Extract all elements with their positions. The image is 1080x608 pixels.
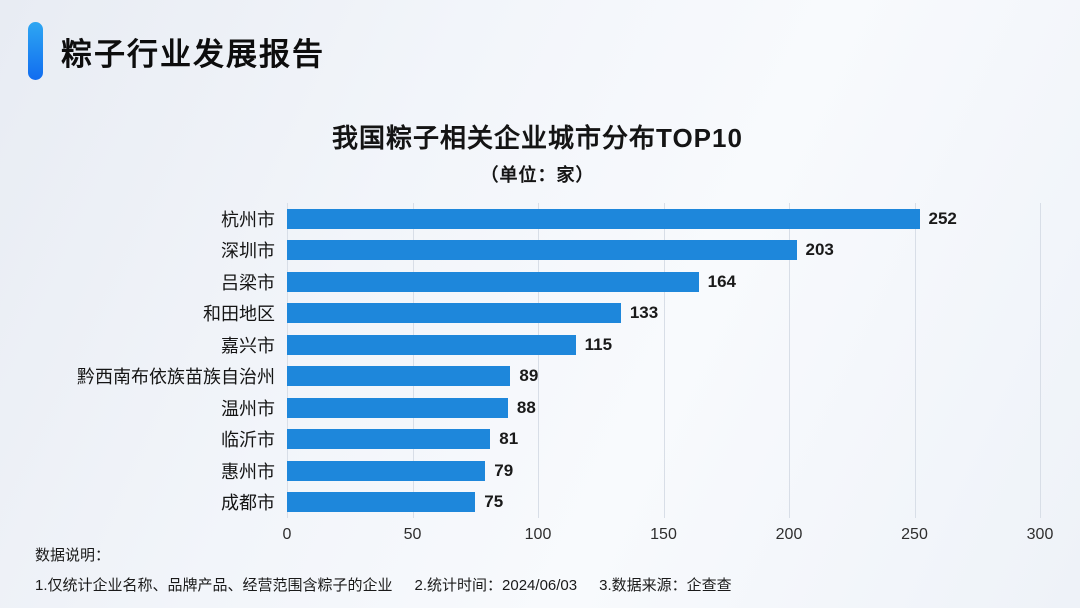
bar-row: 成都市 75 xyxy=(35,487,1040,519)
chart-title: 我国粽子相关企业城市分布TOP10 xyxy=(332,123,743,153)
bar xyxy=(287,397,508,418)
bar xyxy=(287,303,621,324)
footnote-note-1: 1.仅统计企业名称、品牌产品、经营范围含粽子的企业 xyxy=(35,577,393,594)
x-tick-label: 0 xyxy=(282,526,292,543)
category-label: 成都市 xyxy=(221,493,275,514)
bar-row: 和田地区 133 xyxy=(35,298,1040,330)
chart-rows: 杭州市 252 深圳市 203 吕梁市 164 和田地区 133 嘉兴市 115 黔西南布依族苗族自… xyxy=(35,203,1040,518)
x-tick-label: 150 xyxy=(650,526,677,543)
bar-track: 88 xyxy=(287,392,1040,424)
bar xyxy=(287,208,920,229)
x-tick-label: 100 xyxy=(524,526,552,543)
bar-track: 75 xyxy=(287,487,1040,519)
chart-plot-area: 杭州市 252 深圳市 203 吕梁市 164 和田地区 133 嘉兴市 115 黔西南布依族苗族自… xyxy=(35,203,1054,550)
value-label: 252 xyxy=(928,208,957,228)
value-label: 133 xyxy=(629,303,659,323)
footnote-label: 数据说明： xyxy=(35,547,111,564)
bar-row: 黔西南布依族苗族自治州 89 xyxy=(35,361,1040,393)
value-label: 79 xyxy=(494,460,514,480)
bar-row: 深圳市 203 xyxy=(35,235,1040,267)
category-label: 和田地区 xyxy=(203,304,275,325)
value-label: 88 xyxy=(516,397,536,417)
bar-row: 杭州市 252 xyxy=(35,203,1040,235)
x-tick-label: 250 xyxy=(901,526,928,543)
footnote-note-3: 3.数据来源：企查查 xyxy=(599,577,732,594)
bar-track: 81 xyxy=(287,424,1040,456)
gridline xyxy=(1040,203,1041,518)
bar-track: 89 xyxy=(287,361,1040,393)
bar-row: 吕梁市 164 xyxy=(35,266,1040,298)
x-tick-label: 200 xyxy=(775,526,803,543)
bar-row: 嘉兴市 115 xyxy=(35,329,1040,361)
bar-track: 133 xyxy=(287,298,1040,330)
footnote-note-2: 2.统计时间：2024/06/03 xyxy=(414,577,578,594)
bar xyxy=(287,460,486,481)
bar-track: 79 xyxy=(287,455,1040,487)
category-label: 杭州市 xyxy=(221,209,275,230)
category-label: 临沂市 xyxy=(221,430,275,451)
chart-subtitle: （单位：家） xyxy=(480,165,595,185)
bar-track: 252 xyxy=(287,203,1040,235)
value-label: 89 xyxy=(519,366,539,386)
category-label: 嘉兴市 xyxy=(221,335,275,356)
bar xyxy=(287,271,699,292)
bar-track: 203 xyxy=(287,235,1040,267)
x-tick-label: 300 xyxy=(1026,526,1054,543)
bar-row: 惠州市 79 xyxy=(35,455,1040,487)
bar xyxy=(287,334,576,355)
footnote-notes: 1.仅统计企业名称、品牌产品、经营范围含粽子的企业 2.统计时间：2024/06/… xyxy=(35,577,754,594)
category-label: 温州市 xyxy=(221,398,275,419)
bar xyxy=(287,366,511,387)
slide-header: 粽子行业发展报告 xyxy=(28,22,325,80)
value-label: 115 xyxy=(584,334,613,354)
bar xyxy=(287,492,476,513)
bar xyxy=(287,240,797,261)
slide-title: 粽子行业发展报告 xyxy=(61,36,325,72)
bar-row: 临沂市 81 xyxy=(35,424,1040,456)
value-label: 203 xyxy=(805,240,834,260)
bar-row: 温州市 88 xyxy=(35,392,1040,424)
header-accent-bar xyxy=(28,22,43,80)
footnote: 数据说明： 1.仅统计企业名称、品牌产品、经营范围含粽子的企业 2.统计时间：20… xyxy=(35,544,754,595)
category-label: 惠州市 xyxy=(221,461,275,482)
value-label: 81 xyxy=(499,429,519,449)
category-label: 深圳市 xyxy=(221,241,275,262)
value-label: 164 xyxy=(707,271,736,291)
category-label: 黔西南布依族苗族自治州 xyxy=(77,367,275,388)
bar-track: 115 xyxy=(287,329,1040,361)
bar xyxy=(287,429,491,450)
bar-track: 164 xyxy=(287,266,1040,298)
value-label: 75 xyxy=(484,492,504,512)
category-label: 吕梁市 xyxy=(221,272,275,293)
x-axis: 0 50 100 150 200 250 300 xyxy=(283,524,1054,550)
x-tick-label: 50 xyxy=(403,526,422,543)
bar-chart: 我国粽子相关企业城市分布TOP10 （单位：家） 杭州市 252 深圳市 203 吕梁市… xyxy=(35,118,1054,550)
